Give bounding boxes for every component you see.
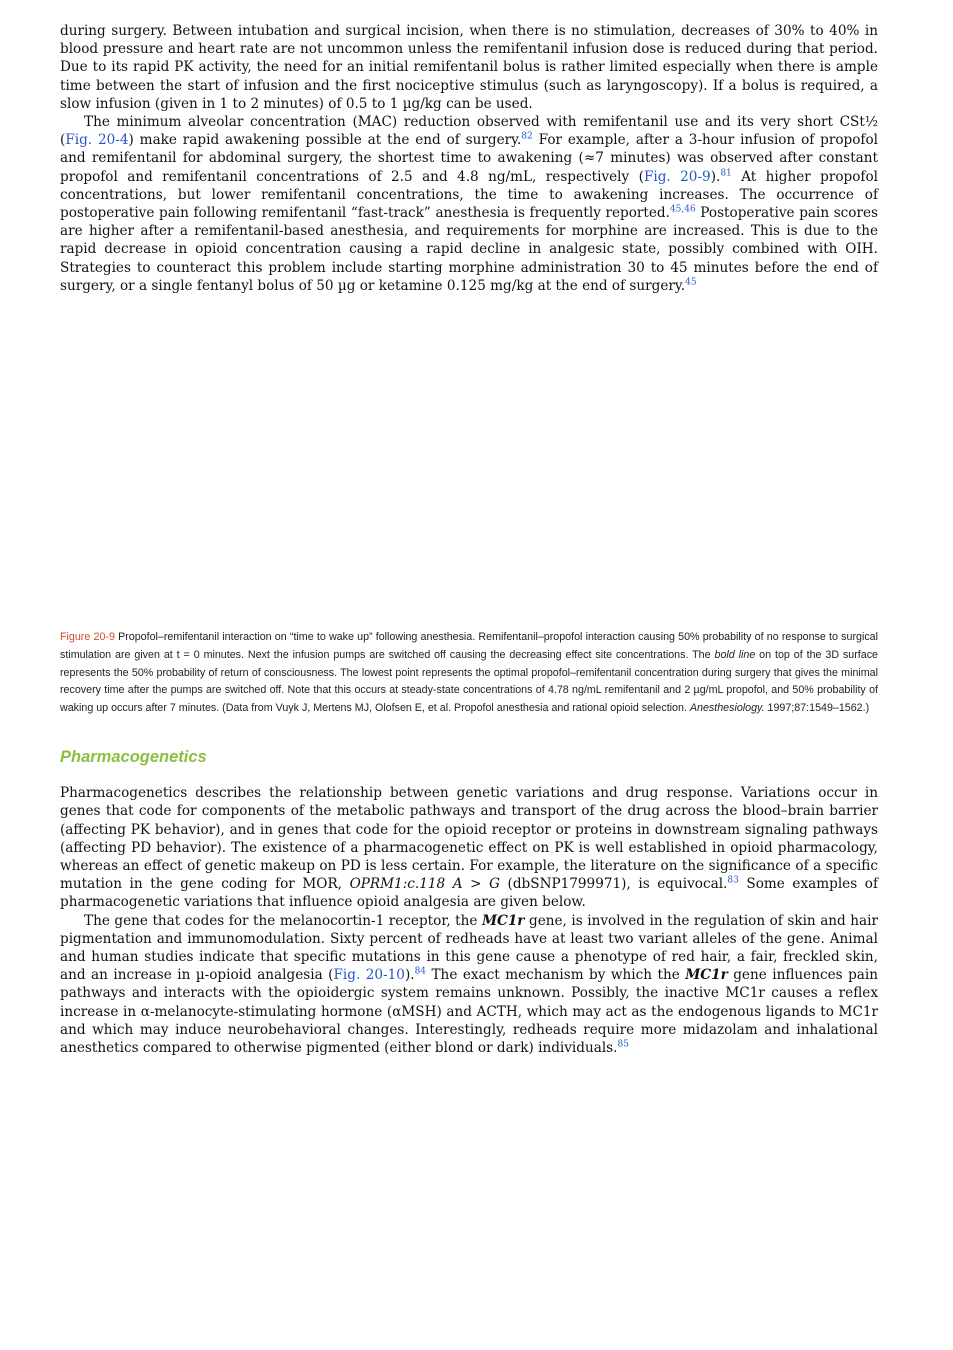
figure-caption: Figure 20-9 Propofol–remifentanil intera… [60,629,878,718]
figure-link-20-9[interactable]: Fig. 20-9 [643,168,711,185]
figure-label: Figure 20-9 [60,631,115,644]
figure-20-9-area [60,295,878,629]
figure-link-20-10[interactable]: Fig. 20-10 [333,967,405,984]
caption-italic: bold line [714,648,756,661]
paragraph-text: ). [404,967,415,984]
paragraph-mc1r: The gene that codes for the melanocortin… [60,912,878,1058]
paragraph-text: gene, is involved in the regulation of s… [60,912,878,984]
paragraph-text: Postoperative pain scores are higher aft… [60,205,878,294]
caption-text: on top of the 3D surface represents the … [60,648,879,715]
paragraph-text: ). [710,168,721,185]
paragraph-text: Pharmacogenetics describes the relations… [60,785,878,893]
paragraph-text: ) make rapid awakening possible at the e… [128,132,522,149]
paragraph-text: during surgery. Between intubation and s… [60,23,878,112]
reference-link[interactable]: 45 [685,277,697,288]
caption-journal: Anesthesiology. [689,702,765,715]
gene-name: MC1r [481,912,525,929]
reference-link[interactable]: 81 [720,168,732,179]
paragraph-text: Some examples of pharmacogenetic variati… [60,876,878,911]
paragraph-intubation: during surgery. Between intubation and s… [60,22,878,113]
reference-link[interactable]: 83 [727,875,739,886]
page-content: during surgery. Between intubation and s… [60,22,878,1057]
gene-name: MC1r [685,967,728,984]
reference-link[interactable]: 82 [521,131,533,142]
caption-text: Propofol–remifentanil interaction on “ti… [60,631,878,661]
paragraph-text: (dbSNP1799971), is equivocal. [499,876,728,893]
paragraph-text: At higher propofol concentrations, but l… [60,168,878,222]
paragraph-mac-reduction: The minimum alveolar concentration (MAC)… [60,113,878,295]
figure-link-20-4[interactable]: Fig. 20-4 [65,132,129,149]
paragraph-text: gene influences pain pathways and intera… [60,967,878,1057]
reference-link[interactable]: 45,46 [669,204,696,215]
reference-link[interactable]: 84 [414,966,427,977]
reference-link[interactable]: 85 [617,1039,629,1050]
gene-notation: OPRM1:c.118 A > G [349,876,500,893]
paragraph-text: For example, after a 3-hour infusion of … [60,132,878,185]
paragraph-text: The exact mechanism by which the [426,967,686,984]
caption-text: 1997;87:1549–1562.) [764,702,870,715]
paragraph-pharmacogenetics: Pharmacogenetics describes the relations… [60,784,878,911]
section-heading: Pharmacogenetics [60,748,207,767]
paragraph-text: The gene that codes for the melanocortin… [84,912,482,929]
paragraph-text: The minimum alveolar concentration (MAC)… [60,114,878,149]
